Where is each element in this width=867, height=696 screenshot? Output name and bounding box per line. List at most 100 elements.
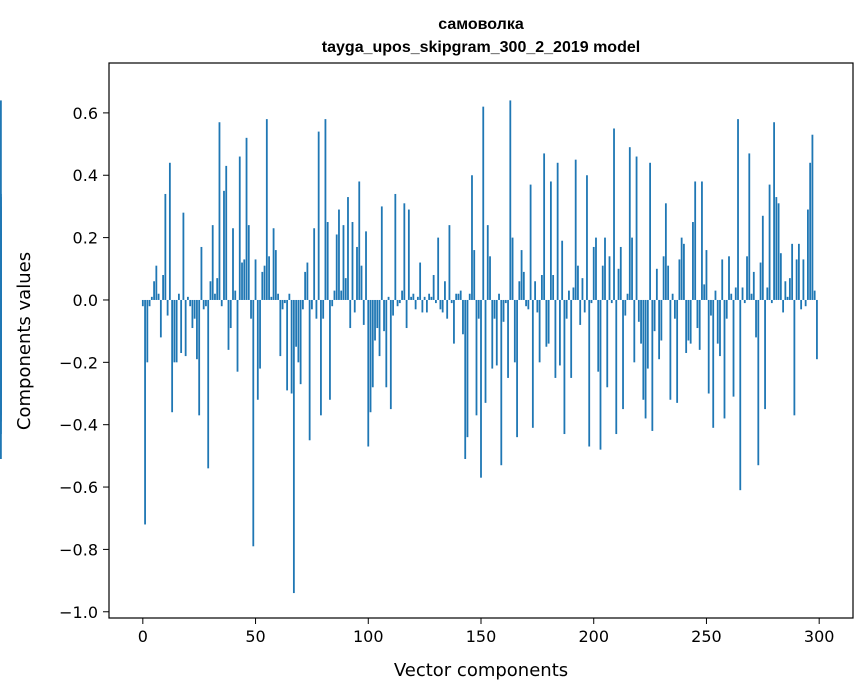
bar-113: [396, 299, 399, 307]
bar-153: [486, 225, 489, 300]
bar-88: [340, 290, 343, 300]
bar-122: [416, 296, 419, 300]
bar-270: [750, 293, 753, 300]
bar-2: [146, 299, 149, 363]
bar-275: [761, 215, 764, 300]
bar-214: [624, 299, 627, 316]
bar-120: [412, 293, 415, 300]
y-tick-label: 0.0: [73, 291, 98, 310]
bar-9: [162, 275, 165, 300]
bar-232: [664, 203, 667, 300]
x-axis-ticks: 0 50 100 150 200 250 300: [138, 618, 835, 646]
bar-60: [277, 293, 279, 300]
x-tick-label: 200: [578, 627, 609, 646]
bar-220: [637, 299, 640, 322]
bar-287: [788, 278, 791, 300]
bar-167: [518, 281, 521, 300]
bar-57: [270, 296, 273, 300]
bar-204: [601, 265, 604, 300]
bar-235: [671, 293, 674, 300]
bar-170: [525, 299, 527, 307]
bar-72: [304, 271, 307, 300]
bar-155: [491, 299, 494, 369]
y-tick-label: −0.4: [59, 416, 98, 435]
bar-246: [696, 299, 699, 329]
bar-224: [646, 299, 649, 369]
bar-253: [712, 299, 715, 428]
bar-142: [462, 299, 464, 335]
plot-area-frame: [108, 62, 854, 619]
bar-283: [779, 253, 782, 300]
bar-99: [365, 231, 367, 300]
bar-35: [220, 299, 223, 307]
bar-200: [592, 246, 595, 300]
y-tick-label: 0.2: [73, 229, 98, 248]
bar-189: [568, 290, 570, 300]
bar-27: [202, 299, 205, 310]
bar-137: [450, 299, 453, 304]
bar-51: [256, 299, 259, 400]
y-axis-ticks: 0.6 0.4 0.2 0.0 −0.2 −0.4 −0.6 −0.8 −1.0: [59, 104, 109, 622]
bar-133: [441, 299, 444, 313]
bar-230: [660, 299, 663, 341]
bar-171: [527, 299, 530, 310]
bar-11: [166, 299, 169, 316]
bar-77: [315, 299, 318, 319]
bar-76: [313, 228, 316, 300]
bar-undefined: [0, 100, 2, 300]
bar-255: [716, 299, 719, 344]
bar-254: [714, 290, 717, 300]
chart-title: самоволка: [438, 16, 524, 33]
bar-5: [153, 281, 155, 300]
bar-58: [272, 228, 275, 300]
bar-192: [574, 159, 577, 300]
bar-136: [448, 225, 451, 300]
bar-236: [673, 299, 676, 319]
bar-106: [380, 206, 383, 300]
bar-37: [225, 165, 228, 300]
bar-183: [554, 299, 557, 378]
bar-62: [281, 299, 284, 310]
bar-182: [552, 275, 555, 300]
bar-286: [786, 296, 789, 300]
bar-262: [732, 299, 735, 397]
bar-55: [265, 119, 268, 300]
bar-298: [813, 290, 816, 300]
bar-296: [809, 162, 812, 300]
bar-291: [797, 243, 800, 300]
bar-195: [581, 278, 584, 300]
bar-241: [685, 299, 688, 353]
chart-subtitle: tayga_upos_skipgram_300_2_2019 model: [322, 39, 640, 56]
bar-0: [141, 299, 144, 307]
bar-69: [297, 299, 300, 363]
bar-244: [692, 222, 694, 300]
bar-237: [676, 299, 679, 403]
bar-174: [534, 281, 537, 300]
bar-103: [374, 299, 376, 341]
bar-223: [644, 299, 647, 419]
bar-277: [766, 287, 769, 300]
bar-116: [403, 203, 406, 300]
bar-197: [586, 175, 588, 300]
bar-225: [649, 162, 651, 300]
bar-22: [191, 299, 194, 329]
bar-173: [531, 299, 534, 428]
bar-164: [511, 237, 514, 300]
bar-33: [216, 278, 219, 300]
bar-172: [529, 184, 532, 300]
x-tick-label: 300: [804, 627, 835, 646]
bar-149: [477, 299, 480, 319]
bar-258: [723, 299, 726, 419]
bar-187: [563, 299, 566, 435]
bar-227: [653, 299, 656, 332]
bar-107: [383, 299, 385, 332]
bar-13: [171, 299, 174, 413]
bar-190: [570, 299, 573, 378]
bars-group: [0, 100, 818, 594]
bar-193: [577, 265, 579, 300]
bar-228: [655, 268, 658, 300]
bar-114: [398, 299, 401, 304]
bar-125: [423, 296, 426, 300]
bar-94: [353, 299, 356, 313]
